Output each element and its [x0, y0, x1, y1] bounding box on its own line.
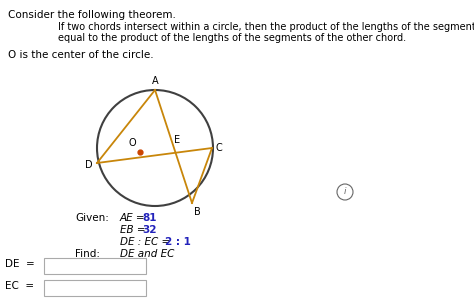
Text: AE =: AE = [120, 213, 149, 223]
Text: EB =: EB = [120, 225, 149, 235]
Text: A: A [152, 76, 158, 86]
Text: equal to the product of the lengths of the segments of the other chord.: equal to the product of the lengths of t… [58, 33, 406, 43]
Text: 2 : 1: 2 : 1 [165, 237, 191, 247]
FancyBboxPatch shape [44, 258, 146, 274]
Text: E: E [174, 135, 180, 145]
Text: EC  =: EC = [5, 281, 34, 291]
Text: O: O [128, 138, 136, 148]
FancyBboxPatch shape [44, 280, 146, 296]
Text: Given:: Given: [75, 213, 109, 223]
Text: DE  =: DE = [5, 259, 35, 269]
Text: Consider the following theorem.: Consider the following theorem. [8, 10, 176, 20]
Text: O is the center of the circle.: O is the center of the circle. [8, 50, 154, 60]
Text: i: i [344, 188, 346, 197]
Text: DE : EC =: DE : EC = [120, 237, 173, 247]
Text: 81: 81 [143, 213, 157, 223]
Text: 32: 32 [143, 225, 157, 235]
Text: D: D [85, 160, 93, 170]
Text: B: B [194, 207, 201, 217]
Text: Find:: Find: [75, 249, 100, 259]
Text: If two chords intersect within a circle, then the product of the lengths of the : If two chords intersect within a circle,… [58, 22, 474, 32]
Text: C: C [216, 143, 223, 153]
Text: DE and EC: DE and EC [120, 249, 174, 259]
